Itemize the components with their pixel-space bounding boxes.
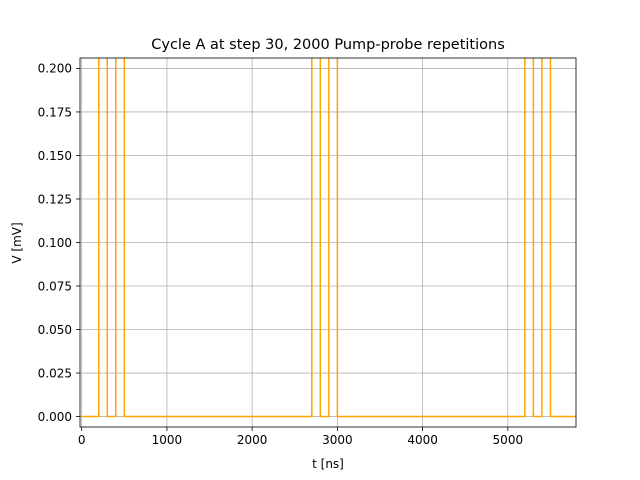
x-tick-label: 0 (78, 433, 86, 447)
x-tick-label: 2000 (237, 433, 268, 447)
x-tick-label: 5000 (493, 433, 524, 447)
y-tick-label: 0.000 (38, 410, 72, 424)
chart-title: Cycle A at step 30, 2000 Pump-probe repe… (151, 37, 505, 53)
x-axis-label: t [ns] (312, 457, 344, 471)
y-tick-label: 0.075 (38, 279, 72, 293)
y-tick-label: 0.150 (38, 149, 72, 163)
y-tick-label: 0.025 (38, 366, 72, 380)
grid-lines (80, 58, 576, 427)
plot-frame (79, 57, 577, 428)
y-tick-label: 0.100 (38, 236, 72, 250)
x-tick-label: 1000 (152, 433, 183, 447)
x-tick-label: 4000 (407, 433, 438, 447)
y-axis-label: V [mV] (10, 222, 24, 263)
y-tick-label: 0.175 (38, 105, 72, 119)
y-tick-label: 0.050 (38, 323, 72, 337)
y-tick-label: 0.125 (38, 192, 72, 206)
y-tick-label: 0.200 (38, 62, 72, 76)
x-tick-label: 3000 (322, 433, 353, 447)
plot-area (81, 58, 576, 418)
signal-series-line (81, 58, 576, 418)
axes: 0 1000 2000 3000 4000 5000 0.000 0.025 0.050 0.07… (38, 57, 577, 447)
